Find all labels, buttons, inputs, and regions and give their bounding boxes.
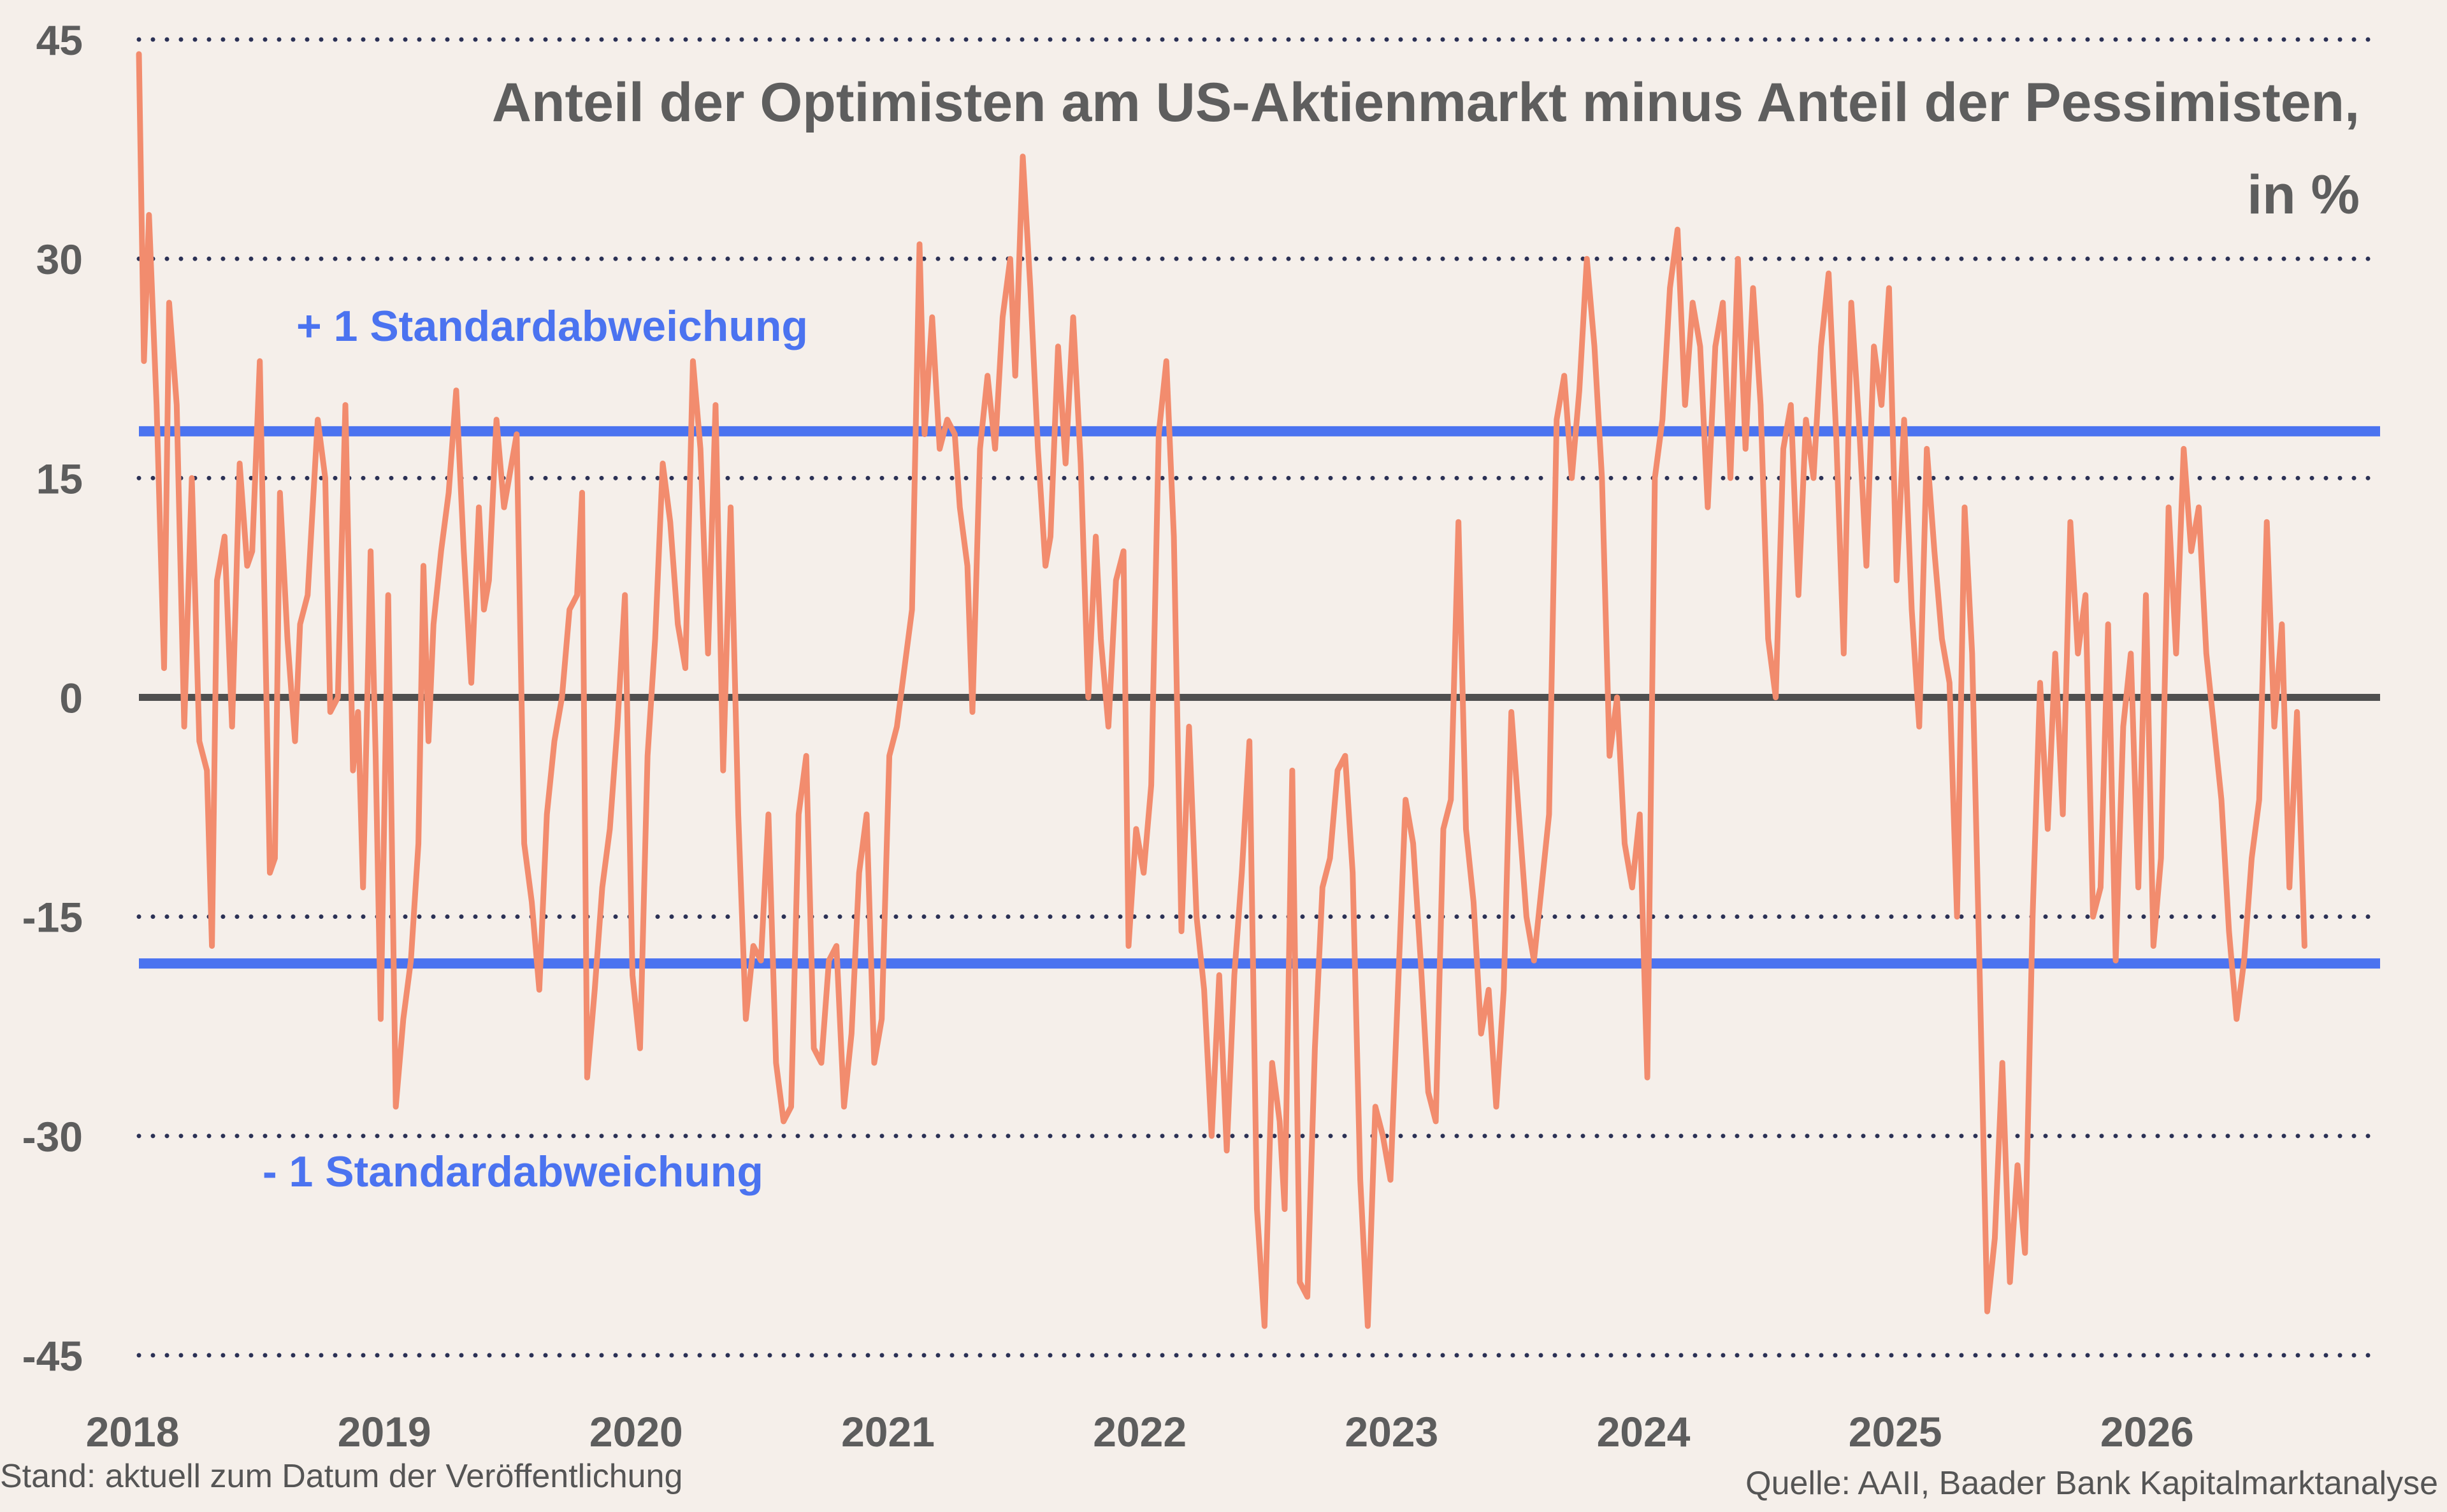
y-tick-label: -15	[22, 894, 83, 941]
y-axis-ticks: 45 30 15 0 -15 -30 -45	[22, 17, 83, 1379]
y-tick-label: -45	[22, 1332, 83, 1379]
y-tick-label: 30	[36, 236, 83, 283]
x-tick-label: 2024	[1597, 1408, 1691, 1455]
x-axis-ticks: 2018 2019 2020 2021 2022 2023 2024 2025 2026	[86, 1408, 2194, 1455]
series-layer	[136, 51, 2307, 1329]
footer-stand: Stand: aktuell zum Datum der Veröffentli…	[0, 1458, 682, 1495]
y-tick-label: -30	[22, 1113, 83, 1160]
standard-deviation-bands	[139, 426, 2380, 969]
x-tick-label: 2023	[1345, 1408, 1438, 1455]
y-tick-label: 45	[36, 17, 83, 64]
chart-title-line1: Anteil der Optimisten am US-Aktienmarkt …	[492, 72, 2360, 133]
gridlines	[136, 37, 2383, 1358]
x-tick-label: 2026	[2100, 1408, 2194, 1455]
y-tick-label: 15	[36, 455, 83, 502]
x-tick-label: 2025	[1849, 1408, 1942, 1455]
x-tick-label: 2021	[841, 1408, 935, 1455]
x-tick-label: 2018	[86, 1408, 180, 1455]
lower-band-label: - 1 Standardabweichung	[263, 1148, 763, 1196]
x-tick-label: 2019	[338, 1408, 431, 1455]
upper-band-label: + 1 Standardabweichung	[296, 302, 808, 350]
x-tick-label: 2020	[589, 1408, 683, 1455]
sentiment-series-line	[136, 51, 2307, 1329]
chart-title-line2: in %	[2247, 164, 2360, 226]
x-tick-label: 2022	[1093, 1408, 1187, 1455]
footer-source: Quelle: AAII, Baader Bank Kapitalmarktan…	[1745, 1465, 2438, 1502]
y-tick-label: 0	[59, 675, 83, 722]
